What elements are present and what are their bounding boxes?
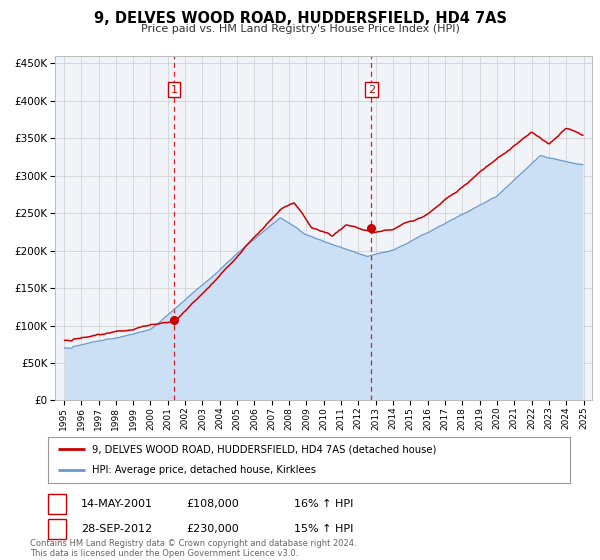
Text: HPI: Average price, detached house, Kirklees: HPI: Average price, detached house, Kirk… [92, 465, 316, 475]
Text: 16% ↑ HPI: 16% ↑ HPI [294, 499, 353, 509]
Text: £230,000: £230,000 [186, 524, 239, 534]
Text: 15% ↑ HPI: 15% ↑ HPI [294, 524, 353, 534]
Text: 28-SEP-2012: 28-SEP-2012 [81, 524, 152, 534]
Text: £108,000: £108,000 [186, 499, 239, 509]
Text: 1: 1 [171, 85, 178, 95]
Text: This data is licensed under the Open Government Licence v3.0.: This data is licensed under the Open Gov… [30, 549, 298, 558]
Text: 2: 2 [53, 524, 61, 534]
Text: 9, DELVES WOOD ROAD, HUDDERSFIELD, HD4 7AS (detached house): 9, DELVES WOOD ROAD, HUDDERSFIELD, HD4 7… [92, 444, 437, 454]
Text: 2: 2 [368, 85, 375, 95]
Text: Price paid vs. HM Land Registry's House Price Index (HPI): Price paid vs. HM Land Registry's House … [140, 24, 460, 34]
Text: Contains HM Land Registry data © Crown copyright and database right 2024.: Contains HM Land Registry data © Crown c… [30, 539, 356, 548]
Text: 1: 1 [53, 499, 61, 509]
Text: 14-MAY-2001: 14-MAY-2001 [81, 499, 153, 509]
Text: 9, DELVES WOOD ROAD, HUDDERSFIELD, HD4 7AS: 9, DELVES WOOD ROAD, HUDDERSFIELD, HD4 7… [94, 11, 506, 26]
